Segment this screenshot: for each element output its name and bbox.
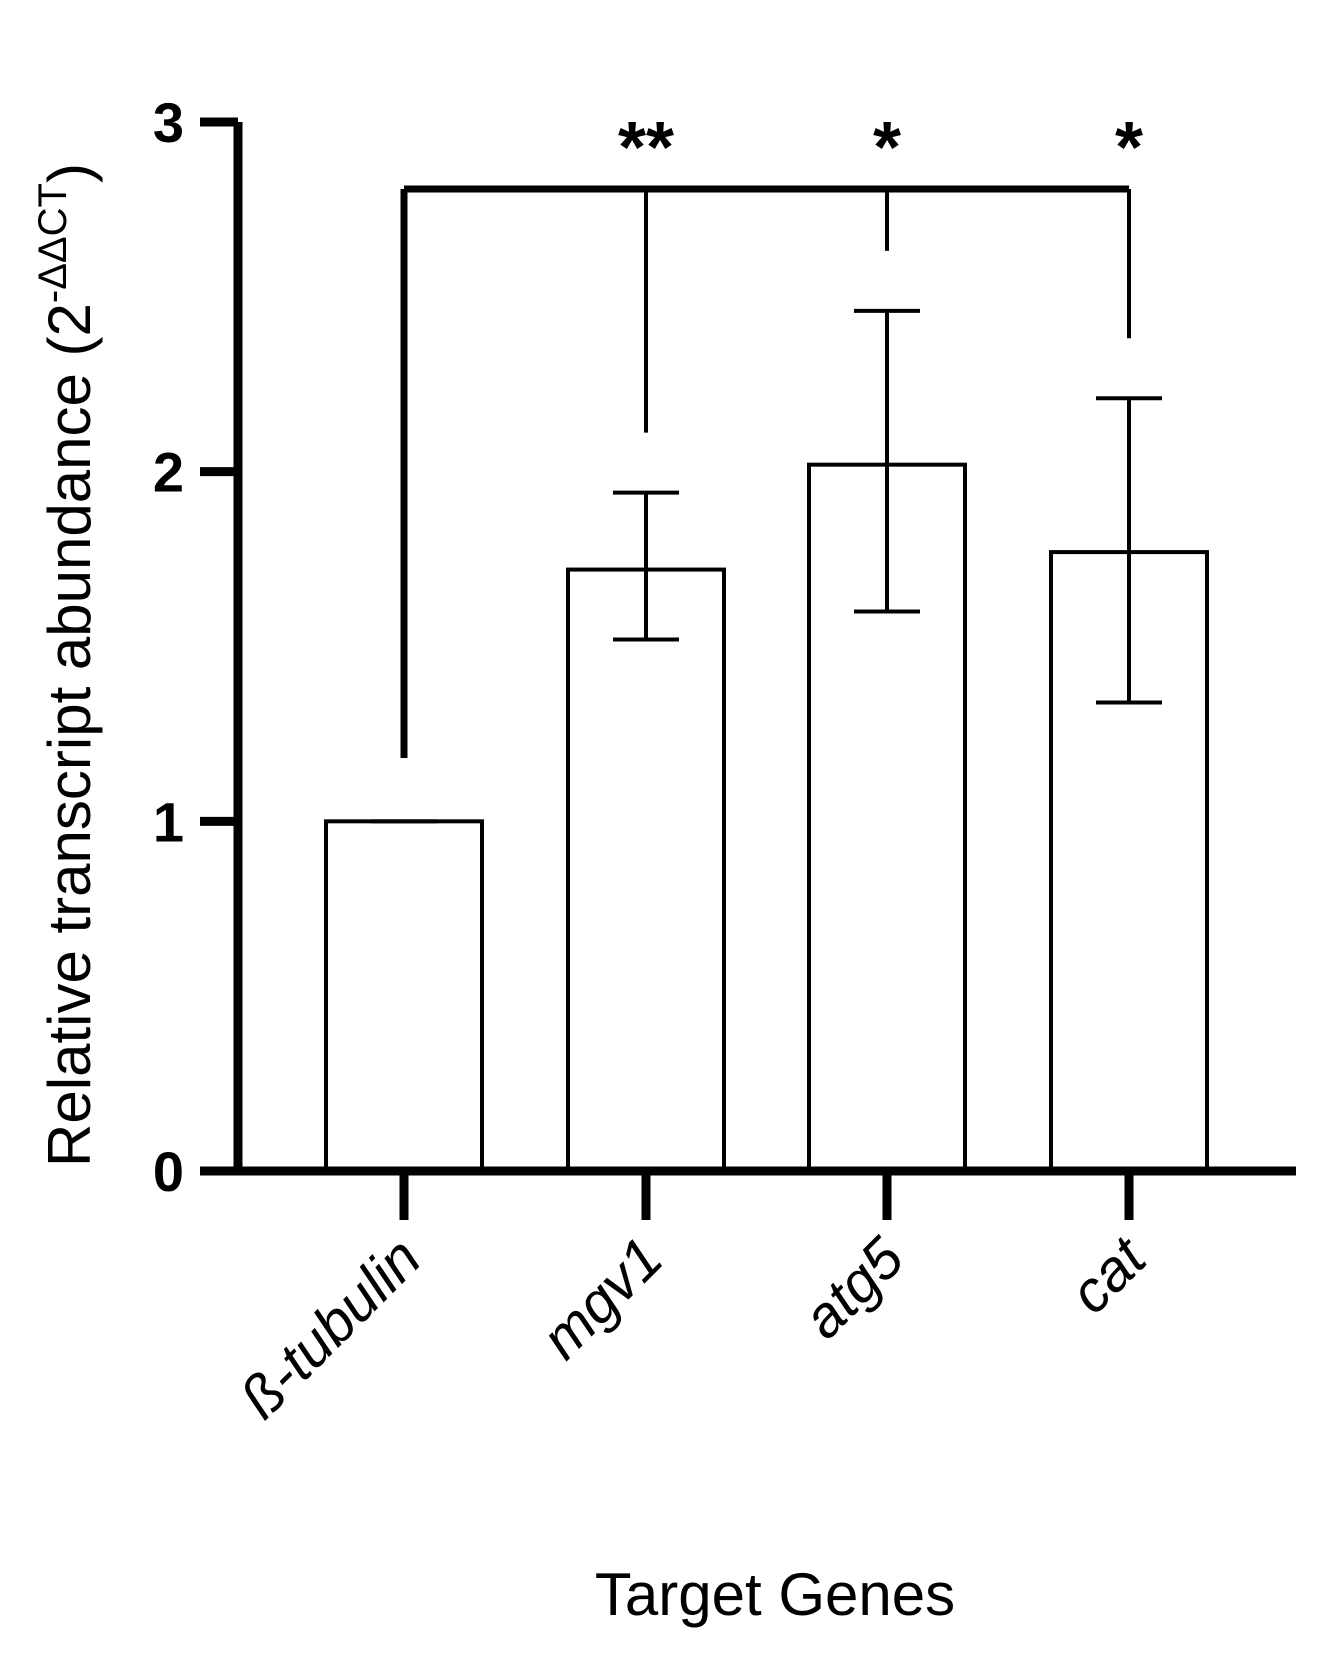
y-axis-title: Relative transcript abundance (2-ΔΔCT) — [31, 163, 103, 1167]
bars-group — [324, 462, 1209, 1173]
x-tick-label-0: ß-tubulin — [228, 1225, 434, 1431]
y-tick-label-0: 0 — [153, 1140, 184, 1203]
significance-group: ** * * — [400, 108, 1143, 758]
x-axis-title: Target Genes — [595, 1561, 955, 1628]
bar-1 — [566, 567, 726, 1173]
significance-label-2: * — [1115, 108, 1143, 188]
significance-label-0: ** — [618, 108, 674, 188]
y-tick-label-1: 1 — [153, 790, 184, 853]
y-axis-title-superscript: -ΔΔCT — [31, 183, 75, 303]
bar-0 — [324, 819, 484, 1173]
x-ticks-group: ß-tubulin mgv1 atg5 cat — [228, 1171, 1161, 1431]
y-tick-label-3: 3 — [153, 91, 184, 154]
y-ticks-group: 0 1 2 3 — [153, 91, 238, 1203]
y-axis-title-main: Relative transcript abundance (2 — [36, 303, 103, 1167]
x-tick-label-1: mgv1 — [529, 1225, 675, 1371]
significance-label-1: * — [873, 108, 901, 188]
axes-group — [200, 122, 1296, 1176]
error-bars-group — [371, 308, 1162, 824]
y-tick-label-2: 2 — [153, 441, 184, 504]
x-tick-label-3: cat — [1058, 1223, 1161, 1326]
x-tick-label-2: atg5 — [790, 1225, 916, 1351]
y-axis-title-close: ) — [36, 163, 103, 183]
